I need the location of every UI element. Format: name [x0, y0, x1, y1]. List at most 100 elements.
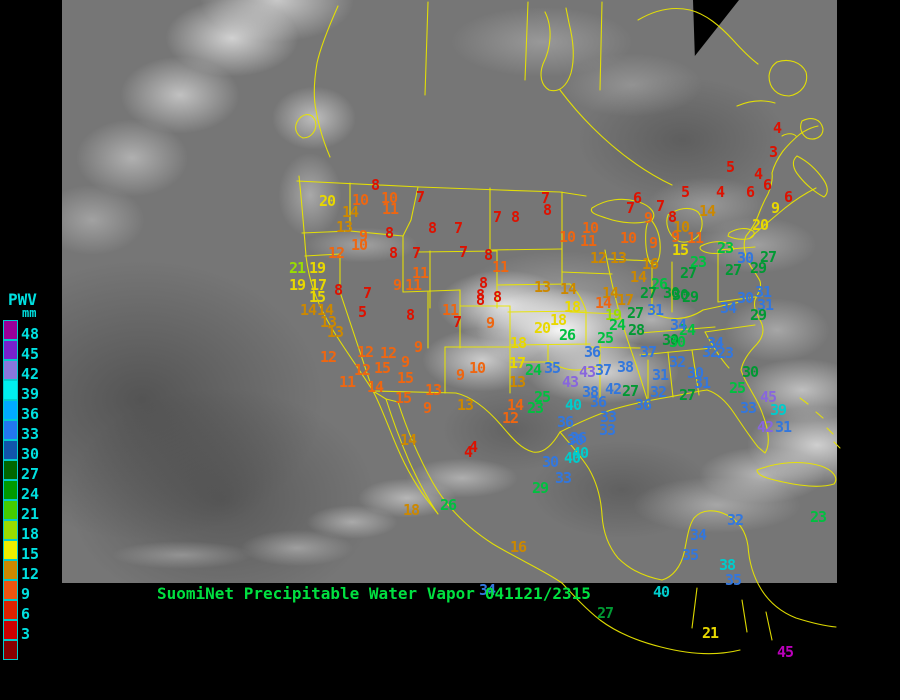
station-value: 11	[491, 258, 509, 276]
station-value: 31	[693, 374, 711, 392]
station-value: 11	[411, 264, 429, 282]
station-value: 33	[598, 421, 616, 439]
legend-value: 24	[21, 485, 40, 503]
station-value: 7	[458, 243, 468, 261]
station-value: 30	[686, 364, 704, 382]
station-value: 20	[318, 192, 336, 210]
station-value: 39	[769, 401, 787, 419]
station-value: 14	[366, 378, 384, 396]
station-value: 4	[715, 183, 725, 201]
state-borders	[296, 1, 773, 641]
legend-value: 15	[21, 545, 40, 563]
lakes	[590, 198, 755, 266]
station-value: 40	[563, 449, 581, 467]
satellite-image	[62, 0, 837, 583]
station-value: 12	[353, 361, 371, 379]
station-value: 10	[581, 219, 599, 237]
station-value: 30	[741, 363, 759, 381]
station-value: 11	[381, 200, 399, 218]
station-value: 29	[749, 259, 767, 277]
station-value: 8	[388, 244, 398, 262]
station-value: 27	[621, 382, 639, 400]
station-value: 12	[379, 344, 397, 362]
station-value: 13	[508, 373, 526, 391]
station-value: 36	[556, 413, 574, 431]
legend-swatch	[3, 360, 18, 380]
legend-swatch	[3, 540, 18, 560]
station-value: 10	[672, 218, 690, 236]
legend-value: 48	[21, 325, 40, 343]
station-value: 6	[762, 176, 772, 194]
legend-swatch	[3, 500, 18, 520]
station-value: 18	[509, 334, 527, 352]
station-value: 35	[681, 546, 699, 564]
station-value: 19	[308, 259, 326, 277]
station-value: 9	[485, 314, 495, 332]
station-value: 37	[594, 361, 612, 379]
station-value: 14	[601, 284, 619, 302]
station-value: 7	[540, 189, 550, 207]
map-title: SuomiNet Precipitable Water Vapor 041121/…	[157, 584, 591, 603]
station-value: 32	[649, 383, 667, 401]
station-value: 27	[678, 386, 696, 404]
station-value: 27	[596, 604, 614, 622]
station-value: 9	[670, 228, 680, 246]
station-value: 8	[483, 246, 493, 264]
station-value: 25	[596, 329, 614, 347]
station-value: 17	[616, 291, 634, 309]
station-value: 10	[558, 228, 576, 246]
station-value: 19	[604, 306, 622, 324]
station-value: 37	[639, 343, 657, 361]
station-value: 7	[362, 284, 372, 302]
station-value: 36	[569, 429, 587, 447]
station-value: 29	[749, 306, 767, 324]
station-value: 9	[643, 209, 653, 227]
station-value: 7	[655, 197, 665, 215]
station-value: 4	[772, 119, 782, 137]
station-value: 11	[579, 232, 597, 250]
station-value: 32	[668, 353, 686, 371]
station-value: 31	[646, 301, 664, 319]
legend-swatch	[3, 440, 18, 460]
legend-swatch	[3, 380, 18, 400]
station-value: 13	[456, 396, 474, 414]
station-value: 21	[288, 259, 306, 277]
station-value: 43	[578, 363, 596, 381]
station-value: 6	[745, 183, 755, 201]
station-value: 12	[327, 244, 345, 262]
station-value: 15	[308, 288, 326, 306]
station-value: 7	[492, 208, 502, 226]
station-value: 15	[671, 241, 689, 259]
station-value: 29	[681, 288, 699, 306]
map-title-datetime: 041121/2315	[484, 584, 591, 603]
station-value: 30	[541, 453, 559, 471]
station-value: 4	[753, 165, 763, 183]
station-value: 27	[724, 261, 742, 279]
legend-value: 36	[21, 405, 40, 423]
station-value: 27	[639, 284, 657, 302]
legend-swatch	[3, 600, 18, 620]
station-value: 14	[594, 294, 612, 312]
station-value: 31	[756, 296, 774, 314]
station-value: 12	[356, 343, 374, 361]
station-value: 17	[309, 276, 327, 294]
station-value: 14	[299, 301, 317, 319]
legend-swatch	[3, 400, 18, 420]
station-value: 8	[370, 176, 380, 194]
station-value: 8	[667, 208, 677, 226]
station-value: 13	[424, 381, 442, 399]
legend-value: 6	[21, 605, 31, 623]
station-value: 34	[689, 526, 707, 544]
station-value: 45	[759, 388, 777, 406]
station-value: 14	[399, 431, 417, 449]
station-value: 18	[549, 311, 567, 329]
station-value: 36	[634, 396, 652, 414]
station-value: 25	[533, 388, 551, 406]
station-value: 30	[661, 331, 679, 349]
station-value: 14	[341, 203, 359, 221]
station-value: 6	[783, 188, 793, 206]
station-value: 35	[724, 571, 742, 589]
station-value: 10	[380, 189, 398, 207]
